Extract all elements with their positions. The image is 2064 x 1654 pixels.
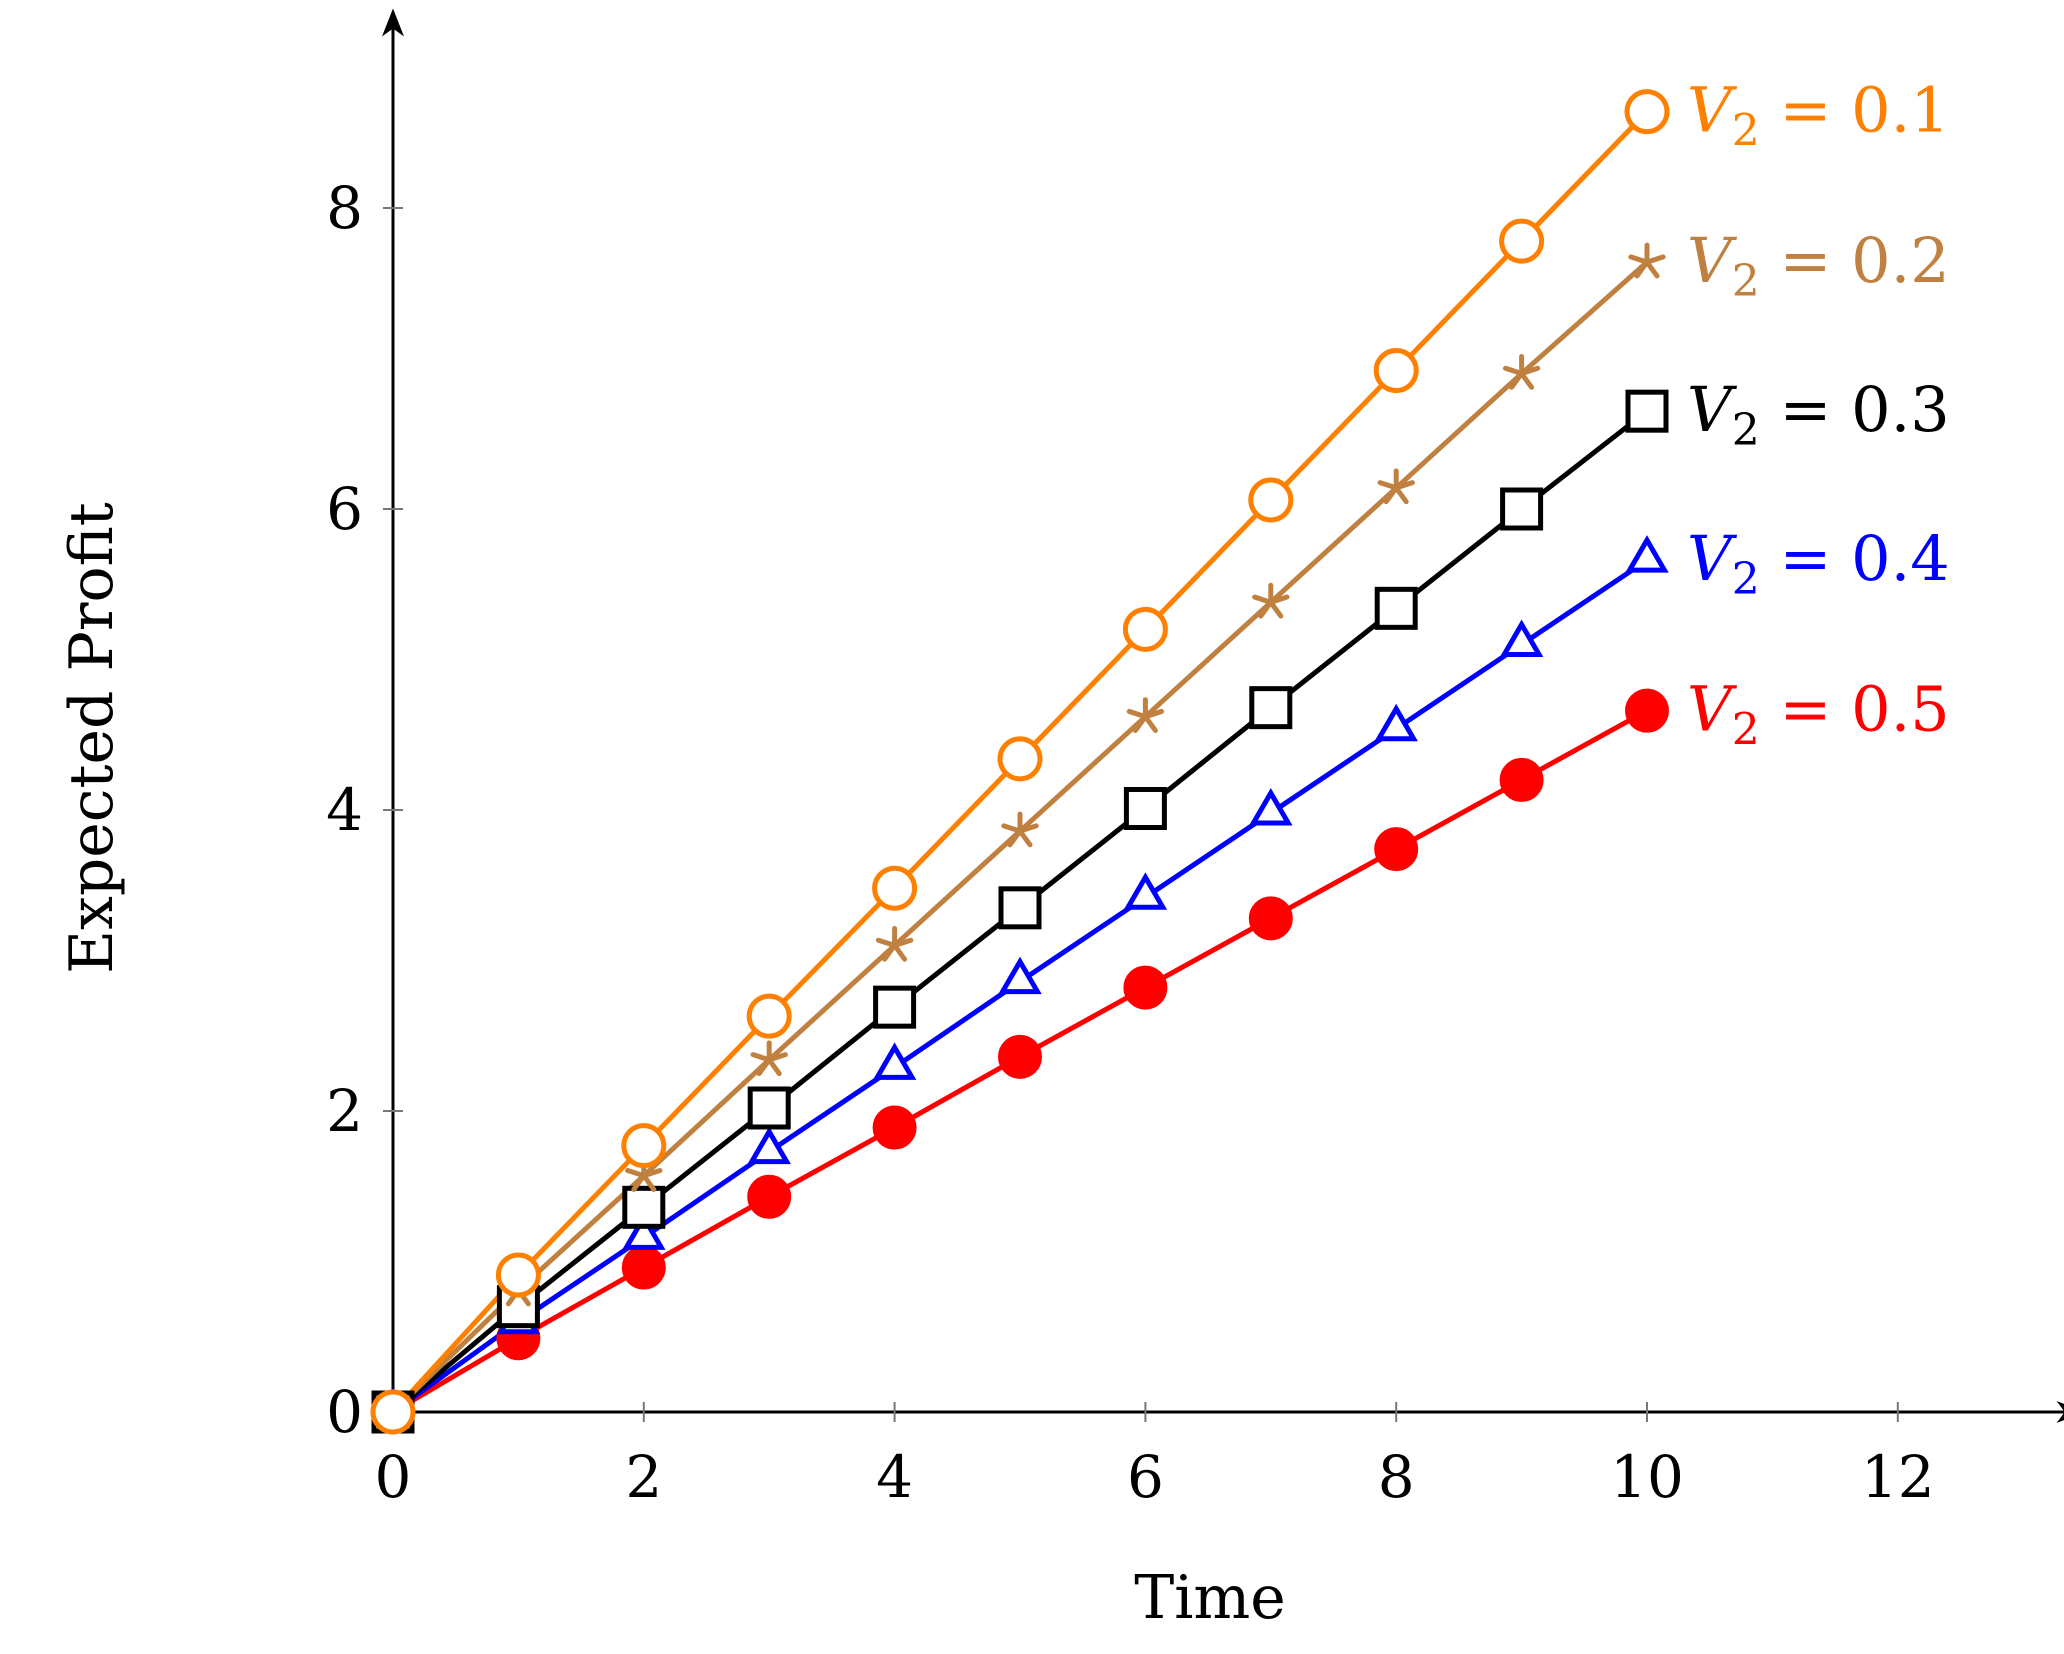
x-tick-label-12: 12 — [1861, 1443, 1935, 1511]
series-1-point-10 — [1624, 89, 1670, 135]
series-1-point-8 — [1373, 348, 1419, 394]
series-5-point-3 — [747, 1174, 792, 1219]
x-tick-label-8: 8 — [1378, 1443, 1415, 1511]
series-2-point-4 — [875, 925, 914, 962]
series-1-point-1 — [495, 1252, 541, 1298]
x-axis-title: Time — [1134, 1563, 1286, 1633]
series-4-point-4 — [872, 1042, 917, 1080]
x-tick-label-4: 4 — [876, 1443, 913, 1511]
series-5-point-6 — [1123, 965, 1168, 1010]
y-tick-label-0: 0 — [326, 1378, 363, 1446]
y-tick-label-8: 8 — [326, 174, 363, 242]
series-2-point-9 — [1502, 354, 1541, 390]
series-2-point-10 — [1628, 242, 1666, 279]
series-3-point-9 — [1500, 487, 1544, 531]
series-3-point-10 — [1625, 389, 1669, 433]
y-axis-title: Expected Profit — [57, 502, 127, 974]
series-4-point-5 — [998, 956, 1042, 995]
series-label-1: V2 = 0.1 — [1687, 74, 1950, 157]
x-tick-label-6: 6 — [1127, 1443, 1164, 1511]
y-tick-label-4: 4 — [326, 776, 363, 844]
series-3-point-4 — [873, 985, 917, 1029]
series-4-point-10 — [1625, 535, 1669, 573]
series-3-point-8 — [1374, 586, 1418, 630]
series-5-point-10 — [1625, 688, 1669, 733]
ticks: 0 2 4 6 8 10 12 0 2 4 6 8 — [326, 174, 1935, 1511]
series-3-point-6 — [1123, 786, 1167, 830]
series-2-point-6 — [1126, 697, 1165, 733]
axes — [382, 8, 2064, 1423]
series-3-point-3 — [747, 1086, 791, 1130]
series-label-3: V2 = 0.3 — [1687, 373, 1950, 456]
series-4-point-8 — [1374, 703, 1418, 742]
x-axis-arrow — [2056, 1401, 2064, 1423]
x-tick-label-2: 2 — [625, 1443, 662, 1511]
series-1-point-2 — [621, 1123, 667, 1169]
series-1-point-9 — [1499, 218, 1545, 264]
x-tick-label-0: 0 — [375, 1443, 412, 1511]
series-3-point-5 — [998, 886, 1042, 930]
series-label-4: V2 = 0.4 — [1687, 522, 1950, 605]
series-2-point-8 — [1377, 468, 1415, 505]
series-4-point-2 — [622, 1212, 666, 1250]
series-1-point-5 — [997, 736, 1043, 782]
x-tick-label-10: 10 — [1610, 1443, 1684, 1511]
series-markers — [370, 89, 1670, 1435]
series-1-point-6 — [1122, 606, 1168, 652]
series-5-point-5 — [998, 1034, 1042, 1079]
series-5-point-8 — [1374, 827, 1419, 872]
series-5-point-9 — [1499, 757, 1544, 802]
series-2-point-7 — [1252, 582, 1290, 619]
series-line-2 — [391, 260, 1649, 1414]
y-axis-arrow — [382, 8, 404, 37]
series-4-point-6 — [1123, 872, 1168, 910]
series-labels: V2 = 0.1 V2 = 0.2 V2 = 0.3 V2 = 0.4 V2 = 0.5 — [1687, 74, 1950, 756]
series-5-point-7 — [1248, 896, 1293, 941]
series-1-point-7 — [1248, 477, 1294, 523]
series-1-point-4 — [872, 865, 918, 911]
series-1-point-3 — [746, 993, 792, 1039]
series-5-point-2 — [621, 1245, 666, 1290]
series-3-point-2 — [622, 1185, 666, 1229]
series-1-point-0 — [370, 1389, 416, 1435]
y-tick-label-2: 2 — [326, 1077, 363, 1145]
series-label-5: V2 = 0.5 — [1687, 673, 1950, 756]
series-label-2: V2 = 0.2 — [1687, 224, 1950, 307]
series-5-point-4 — [872, 1105, 917, 1150]
series-4-point-9 — [1499, 619, 1544, 657]
series-4-point-7 — [1249, 788, 1293, 826]
series-4-point-3 — [747, 1126, 791, 1165]
series-2-point-3 — [750, 1040, 788, 1077]
y-tick-label-6: 6 — [326, 475, 363, 543]
series-2-point-5 — [1001, 811, 1039, 848]
series-3-point-7 — [1249, 686, 1293, 730]
